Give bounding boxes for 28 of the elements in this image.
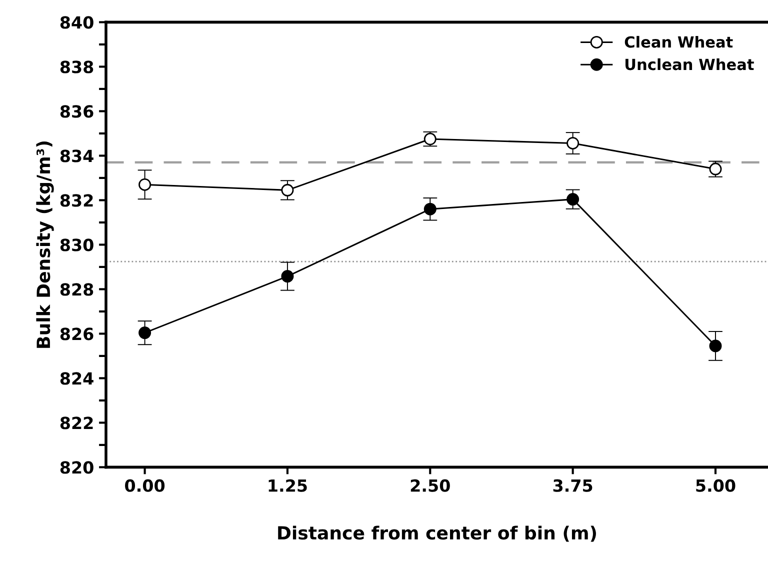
y-tick-label: 826 [60,328,94,340]
y-tick-label: 838 [60,60,94,74]
point [566,193,580,206]
point [709,340,722,352]
legend-label: Unclean Wheat [626,58,754,70]
x-tick-label: 2.50 [410,479,450,492]
point [138,326,152,340]
y-tick-label: 824 [60,372,94,385]
x-tick-label: 1.25 [268,479,307,492]
y-tick-label: 836 [60,105,94,118]
y-tick-label: 822 [60,416,93,430]
y-tick-label: 832 [60,194,93,207]
y-tick-label: 820 [60,461,94,474]
x-tick-label: 0.00 [125,479,165,492]
x-axis-title: Distance from center of bin (m) [278,526,596,542]
y-tick-label: 834 [60,150,94,162]
point [281,184,294,196]
y-tick-label: 828 [60,283,94,296]
y-tick-label: 830 [60,238,94,252]
x-tick-label: 3.75 [553,479,592,492]
y-tick-label: 840 [60,16,94,29]
point [281,270,294,283]
point [566,136,580,150]
y-axis-title: Bulk Density (kg/m³) [36,141,54,348]
legend-label: Clean Wheat [624,36,733,48]
point [424,202,436,216]
point [138,178,152,191]
x-tick-label: 5.00 [696,479,736,492]
